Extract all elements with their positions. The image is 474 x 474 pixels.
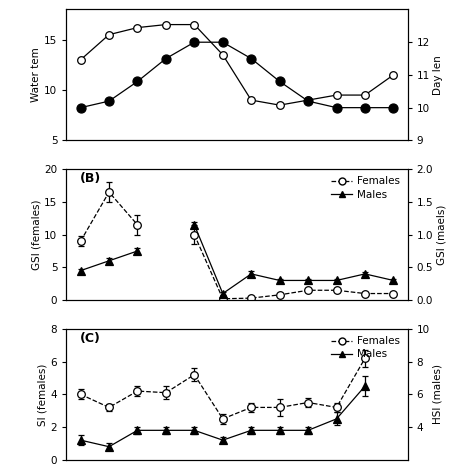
Legend: Females, Males: Females, Males bbox=[329, 174, 402, 201]
Text: (C): (C) bbox=[80, 332, 101, 345]
Text: (B): (B) bbox=[80, 172, 101, 185]
Y-axis label: GSI (maels): GSI (maels) bbox=[436, 204, 446, 265]
Y-axis label: Day len: Day len bbox=[433, 55, 443, 95]
Y-axis label: Water tem: Water tem bbox=[31, 47, 41, 102]
Y-axis label: SI (females): SI (females) bbox=[38, 363, 48, 426]
Y-axis label: GSI (females): GSI (females) bbox=[31, 200, 41, 270]
Legend: Females, Males: Females, Males bbox=[329, 334, 402, 361]
Y-axis label: HSI (males): HSI (males) bbox=[433, 365, 443, 424]
